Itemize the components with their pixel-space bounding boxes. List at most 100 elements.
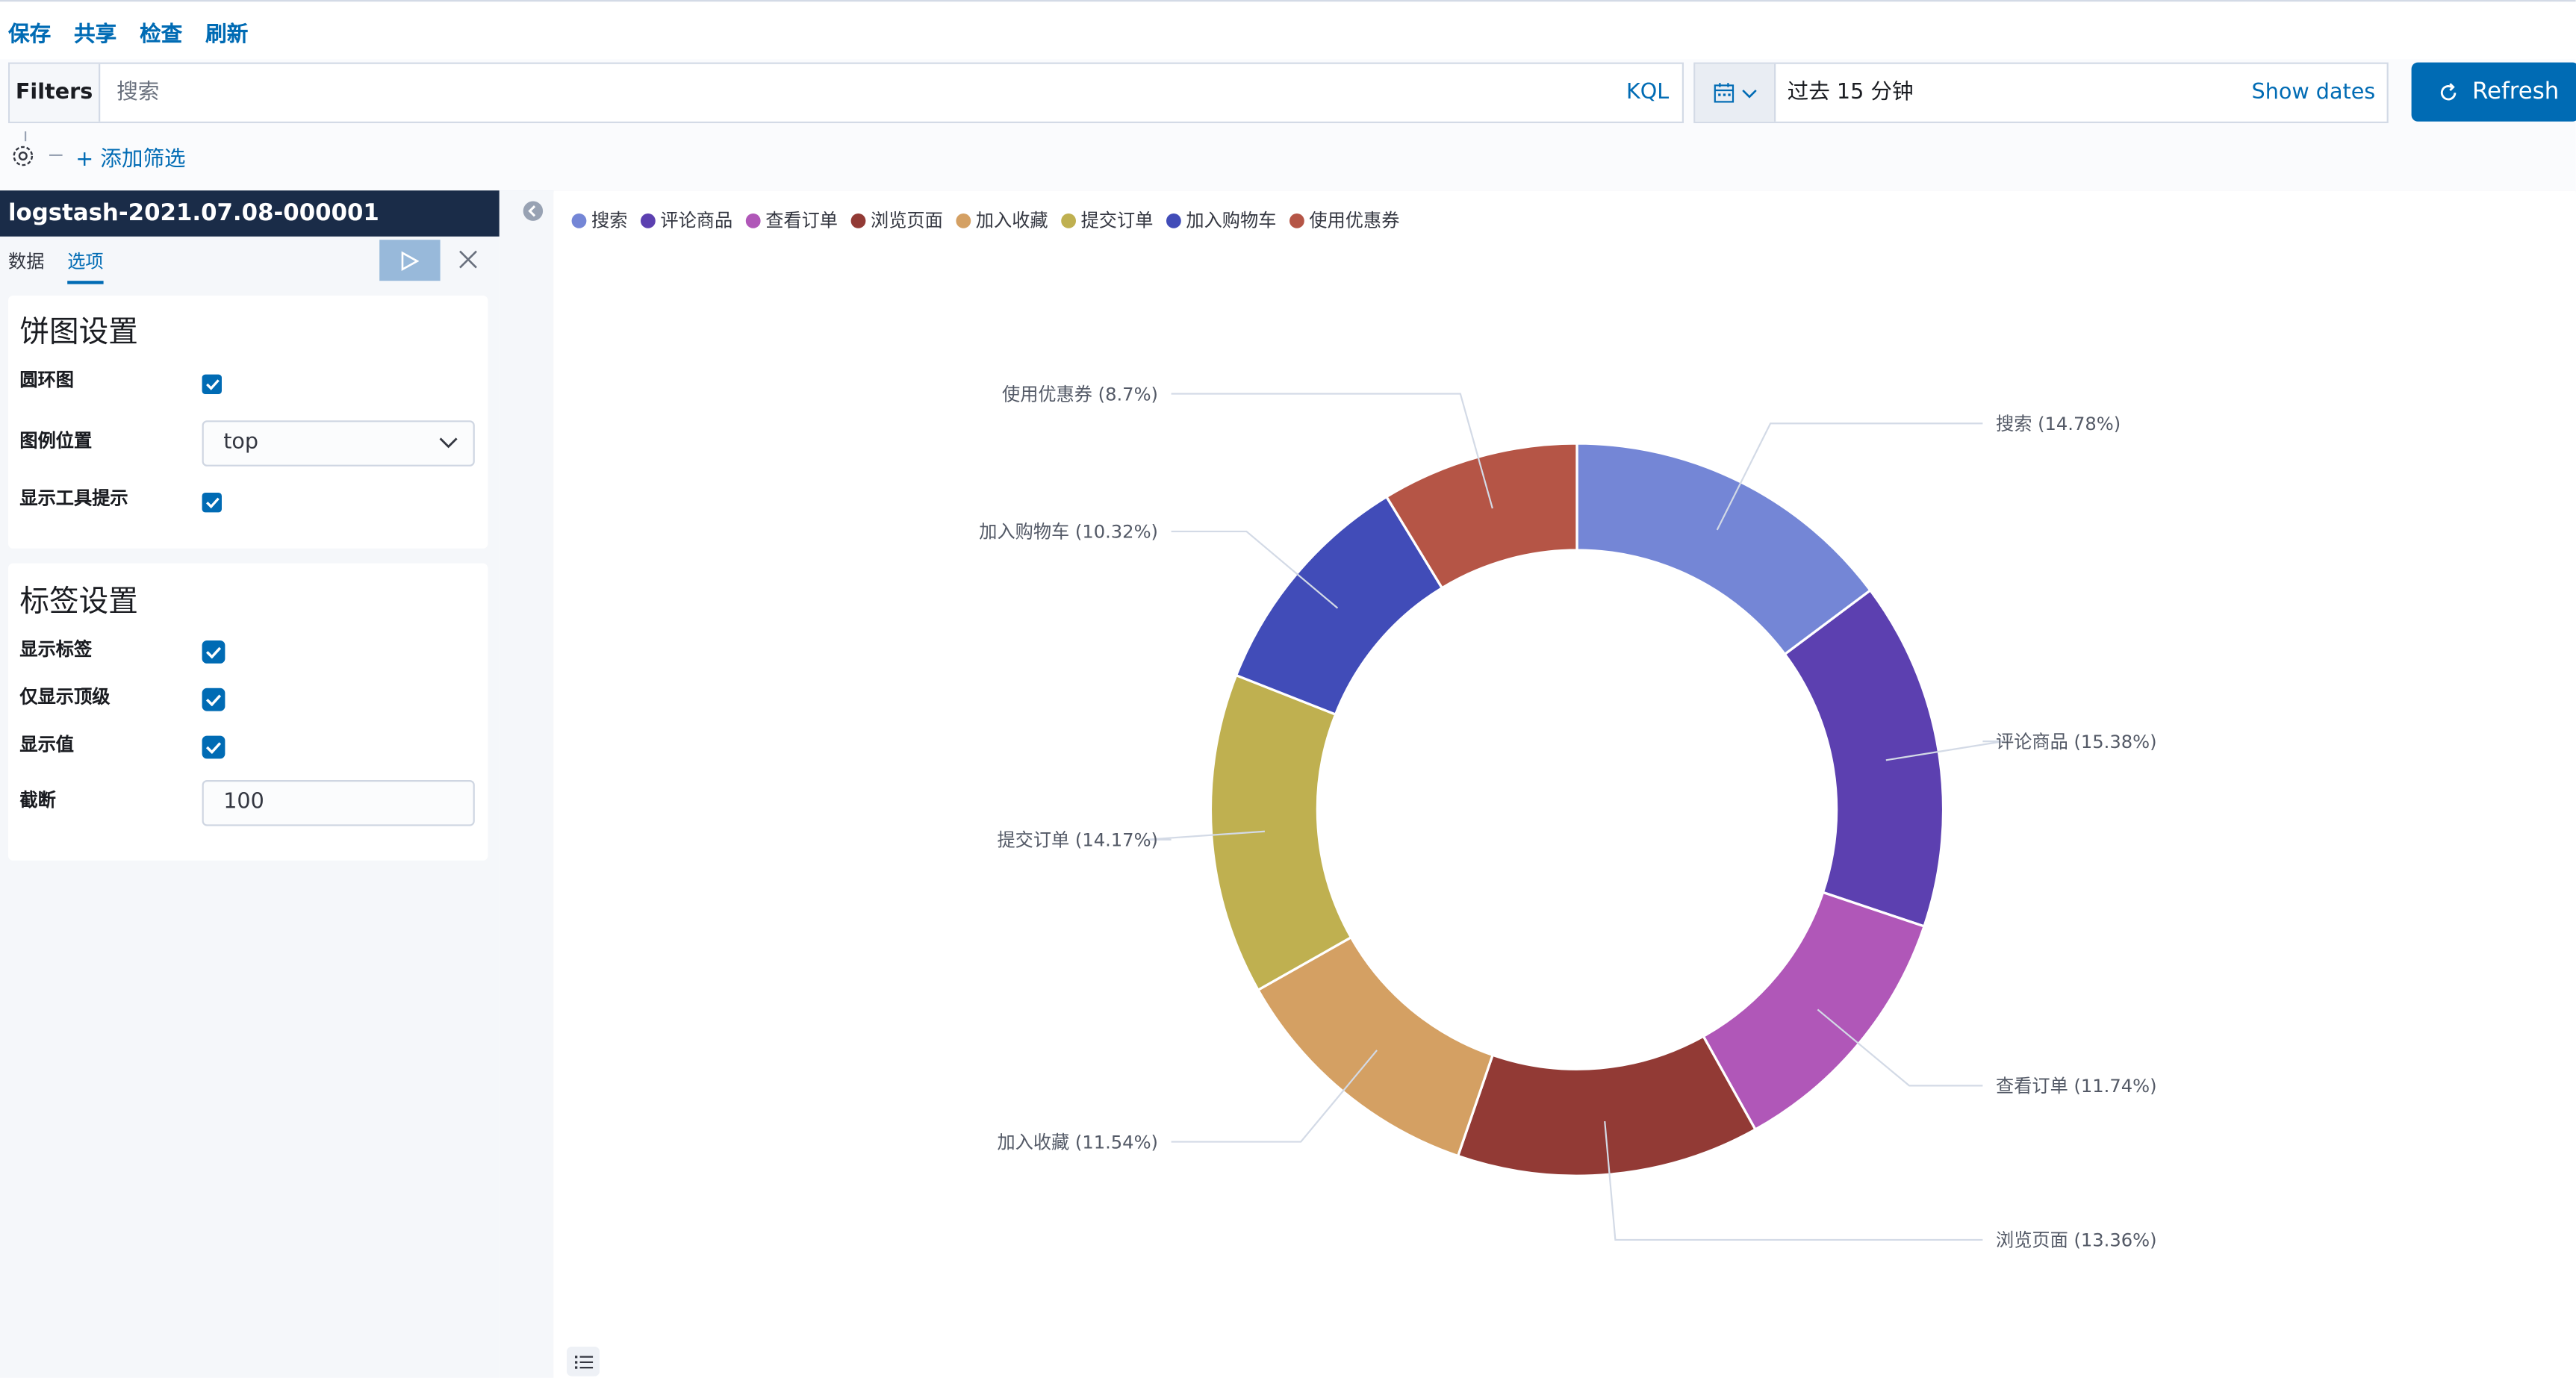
pie-slice[interactable] — [1783, 588, 1945, 929]
legend-toggle-button[interactable] — [567, 1347, 600, 1377]
show-values-label: 显示值 — [19, 734, 74, 755]
check-icon — [205, 497, 219, 509]
slice-label: 提交订单 (14.17%) — [997, 830, 1158, 851]
editor-sidebar: logstash-2021.07.08-000001 数据 选项 饼图设置 圆环… — [0, 190, 500, 1378]
visualization-area — [553, 190, 2576, 1378]
kql-toggle[interactable]: KQL — [1626, 80, 1670, 105]
top-level-checkbox[interactable] — [202, 688, 225, 711]
label-leader-line — [1171, 1050, 1378, 1143]
legend-label: 搜索 — [591, 210, 628, 232]
legend-label: 查看订单 — [765, 210, 838, 232]
show-labels-checkbox[interactable] — [202, 640, 225, 664]
legend-position-label: 图例位置 — [19, 430, 93, 452]
index-pattern-title: logstash-2021.07.08-000001 — [0, 190, 500, 237]
legend-dot-icon — [1289, 212, 1304, 228]
inspect-link[interactable]: 检查 — [140, 22, 183, 48]
tooltip-checkbox[interactable] — [202, 493, 222, 513]
collapse-sidebar-button[interactable] — [523, 197, 544, 228]
pie-slice[interactable] — [1456, 1034, 1758, 1177]
label-leader-line — [1716, 423, 1983, 531]
legend-dot-icon — [745, 212, 761, 228]
pie-settings-panel: 饼图设置 圆环图 图例位置 top 显示工具提示 — [8, 296, 488, 549]
check-icon — [205, 742, 222, 754]
filter-settings-button[interactable] — [10, 143, 36, 175]
chevron-down-icon — [1741, 88, 1756, 98]
play-icon — [401, 250, 419, 270]
chevron-down-icon — [439, 437, 458, 449]
label-leader-line — [1171, 393, 1493, 509]
label-settings-panel: 标签设置 显示标签 仅显示顶级 显示值 截断 100 — [8, 563, 488, 861]
legend-label: 评论商品 — [660, 210, 733, 232]
donut-label: 圆环图 — [19, 370, 74, 391]
gutter — [499, 190, 554, 1378]
label-leader-line — [1817, 1008, 1983, 1087]
show-dates-link[interactable]: Show dates — [2251, 80, 2376, 105]
legend-label: 浏览页面 — [871, 210, 943, 232]
show-values-checkbox[interactable] — [202, 735, 225, 759]
legend-item[interactable]: 浏览页面 — [850, 207, 943, 233]
legend-item[interactable]: 搜索 — [571, 207, 628, 233]
legend-dot-icon — [641, 212, 656, 228]
label-settings-title: 标签设置 — [19, 584, 138, 620]
legend-item[interactable]: 加入购物车 — [1166, 207, 1276, 233]
refresh-icon — [2440, 82, 2457, 100]
legend-dot-icon — [571, 212, 587, 228]
refresh-button-label: Refresh — [2472, 78, 2560, 105]
chart-legend: 搜索 评论商品 查看订单 浏览页面 加入收藏 提交订单 加入购物车 使用优惠券 — [571, 207, 1400, 233]
slice-label: 加入收藏 (11.54%) — [997, 1132, 1158, 1153]
check-icon — [205, 694, 222, 706]
discard-button[interactable] — [458, 245, 478, 276]
refresh-link[interactable]: 刷新 — [205, 22, 249, 48]
legend-dot-icon — [1166, 212, 1181, 228]
slice-label: 评论商品 (15.38%) — [1996, 732, 2157, 752]
top-nav-links: 保存 共享 检查 刷新 — [8, 16, 248, 48]
tab-data[interactable]: 数据 — [8, 251, 45, 273]
pie-slice[interactable] — [1209, 673, 1353, 992]
slice-label: 查看订单 (11.74%) — [1996, 1076, 2157, 1097]
top-nav: 保存 共享 检查 刷新 — [0, 0, 2576, 61]
slice-label: 浏览页面 (13.36%) — [1996, 1230, 2157, 1251]
add-filter-link[interactable]: + 添加筛选 — [75, 148, 186, 172]
quick-date-button[interactable] — [1695, 63, 1776, 122]
legend-item[interactable]: 加入收藏 — [956, 207, 1048, 233]
search-field[interactable]: Filters 搜索 KQL — [8, 62, 1684, 123]
legend-dot-icon — [850, 212, 866, 228]
sidebar-tabs: 数据 选项 — [0, 237, 500, 284]
legend-item[interactable]: 使用优惠券 — [1289, 207, 1399, 233]
legend-position-select[interactable]: top — [202, 420, 475, 467]
pie-slice[interactable] — [1384, 442, 1578, 590]
top-level-label: 仅显示顶级 — [19, 686, 111, 708]
divider — [49, 154, 63, 156]
legend-item[interactable]: 查看订单 — [745, 207, 838, 233]
truncate-input[interactable]: 100 — [202, 780, 475, 826]
gear-icon — [13, 146, 34, 166]
save-link[interactable]: 保存 — [8, 22, 52, 48]
donut-checkbox[interactable] — [202, 374, 222, 394]
legend-label: 提交订单 — [1080, 210, 1154, 232]
search-placeholder: 搜索 — [116, 80, 160, 105]
legend-dot-icon — [1061, 212, 1076, 228]
date-range-text[interactable]: 过去 15 分钟 — [1787, 80, 1914, 105]
label-leader-line — [1145, 830, 1265, 841]
check-icon — [205, 379, 219, 390]
apply-button[interactable] — [379, 240, 441, 281]
tab-options[interactable]: 选项 — [67, 248, 104, 284]
date-picker: 过去 15 分钟 Show dates — [1693, 62, 2389, 123]
arrow-left-circle-icon — [523, 201, 544, 221]
legend-item[interactable]: 提交订单 — [1061, 207, 1153, 233]
slice-label: 加入购物车 (10.32%) — [979, 522, 1158, 543]
truncate-label: 截断 — [19, 790, 56, 811]
divider — [25, 131, 27, 142]
filters-button[interactable]: Filters — [10, 63, 101, 122]
pie-settings-title: 饼图设置 — [19, 315, 138, 350]
share-link[interactable]: 共享 — [74, 22, 117, 48]
refresh-button[interactable]: Refresh — [2411, 62, 2576, 122]
list-icon — [573, 1355, 593, 1368]
label-leader-line — [1885, 740, 2004, 761]
label-leader-line — [1171, 530, 1339, 609]
legend-dot-icon — [956, 212, 971, 228]
label-leader-line — [1604, 1120, 1983, 1241]
legend-label: 加入收藏 — [975, 210, 1048, 232]
legend-item[interactable]: 评论商品 — [641, 207, 732, 233]
